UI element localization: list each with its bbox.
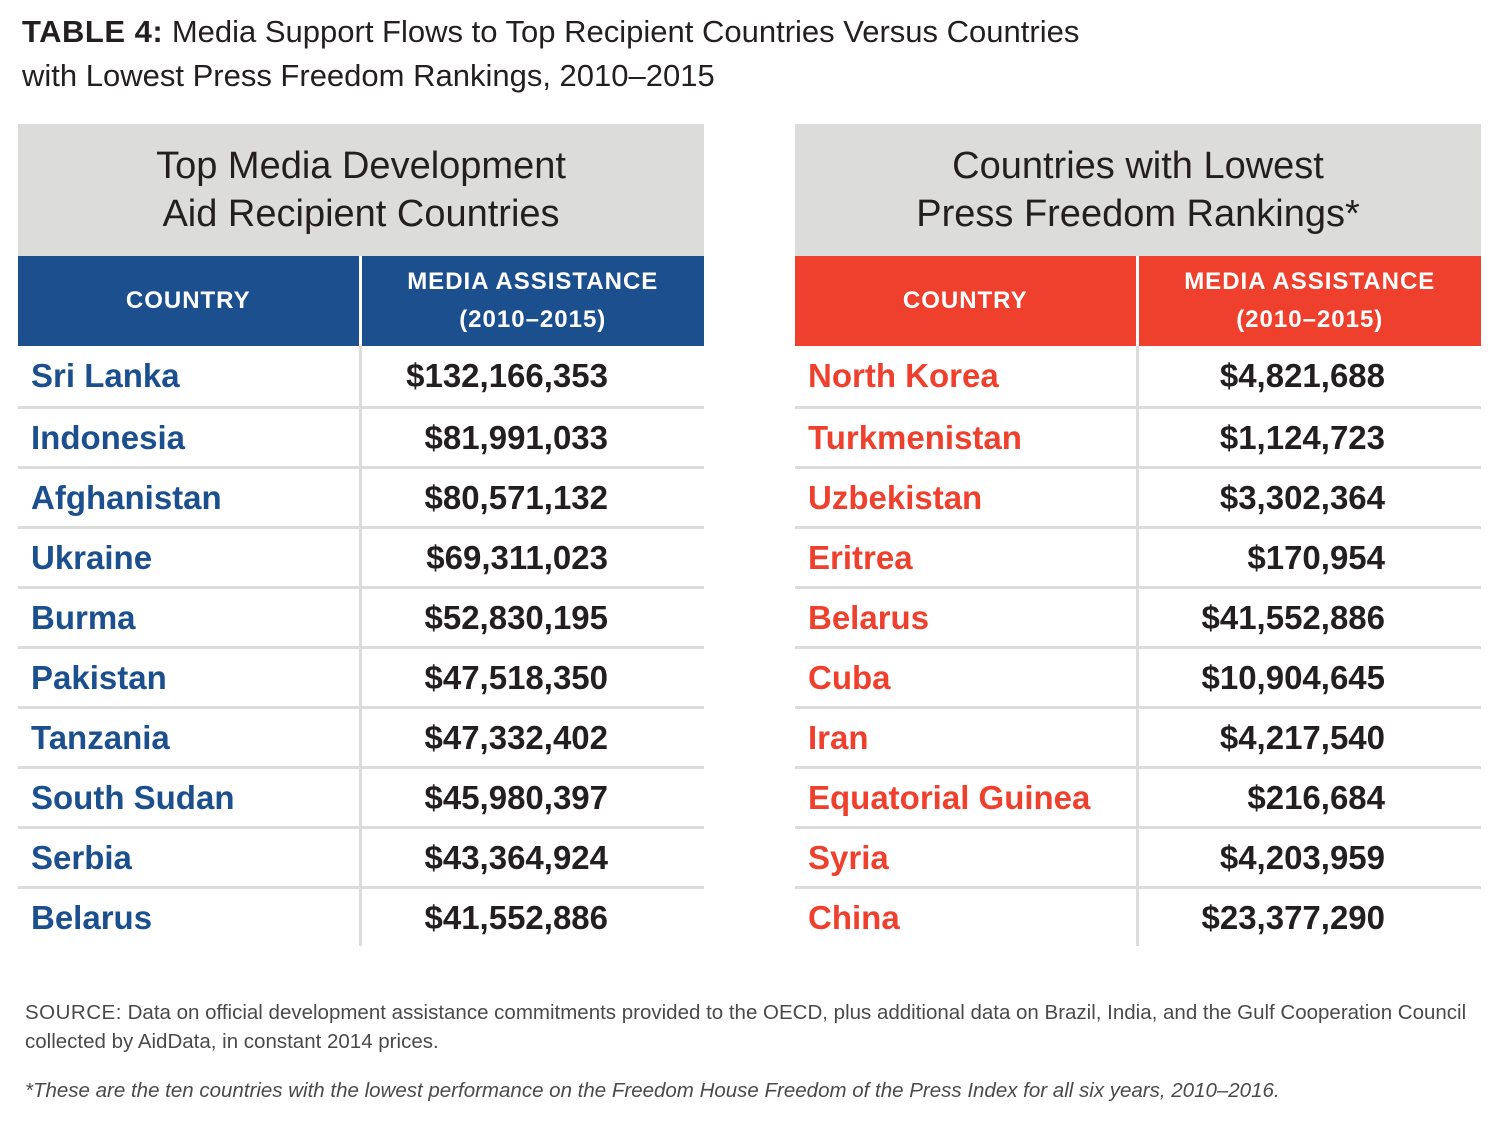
country-cell: Uzbekistan [795,466,1137,528]
source-label: SOURCE: [25,1001,122,1024]
table-row: Burma $52,830,195 [18,586,704,648]
amount-cell: $41,552,886 [1135,586,1482,648]
country-cell: North Korea [808,357,999,394]
table-row: Eritrea $170,954 [795,526,1482,588]
column-header-line-2: (2010–2015) [459,306,607,333]
page-title: TABLE 4: Media Support Flows to Top Reci… [22,10,1122,98]
country-cell: Pakistan [18,646,360,708]
amount-cell: $47,332,402 [358,706,704,768]
source-text: Data on official development assistance … [25,1001,1467,1053]
amount-cell: $1,124,723 [1135,406,1482,468]
table-row: Pakistan $47,518,350 [18,646,704,708]
table-row: Iran $4,217,540 [795,706,1482,768]
country-cell: Serbia [18,826,360,888]
lowest-press-freedom-table: Countries with Lowest Press Freedom Rank… [795,124,1482,946]
column-header-country: COUNTRY [795,256,1137,346]
lowest-press-freedom-rows: North Korea $4,821,688 Turkmenistan $1,124,… [795,346,1482,946]
country-cell: Equatorial Guinea [795,766,1137,828]
heading-line-2: Aid Recipient Countries [162,193,560,235]
country-cell: Cuba [795,646,1137,708]
table-row: Afghanistan $80,571,132 [18,466,704,528]
country-cell: Ukraine [18,526,360,588]
amount-cell: $41,552,886 [358,886,704,946]
table-row: Ukraine $69,311,023 [18,526,704,588]
amount-cell: $216,684 [1135,766,1482,828]
amount-cell: $10,904,645 [1135,646,1482,708]
column-header-line-1: MEDIA ASSISTANCE [1184,268,1436,295]
table-row: Indonesia $81,991,033 [18,406,704,468]
country-cell: Sri Lanka [31,357,180,394]
footnote: *These are the ten countries with the lo… [25,1079,1280,1102]
table-row: Serbia $43,364,924 [18,826,704,888]
country-cell: Iran [795,706,1137,768]
amount-cell: $170,954 [1135,526,1482,588]
amount-cell: $43,364,924 [358,826,704,888]
table-row: Belarus $41,552,886 [795,586,1482,648]
title-text: Media Support Flows to Top Recipient Cou… [22,14,1080,93]
column-header-line-1: MEDIA ASSISTANCE [407,268,659,295]
country-cell: China [795,886,1137,946]
country-cell: Eritrea [795,526,1137,588]
country-cell: Turkmenistan [795,406,1137,468]
heading-line-1: Top Media Development [156,145,566,187]
column-header-media-assistance: MEDIA ASSISTANCE (2010–2015) [1135,256,1482,346]
country-cell: South Sudan [18,766,360,828]
top-recipients-heading: Top Media Development Aid Recipient Coun… [18,124,704,256]
country-cell: Belarus [18,886,360,946]
table-row: Cuba $10,904,645 [795,646,1482,708]
table-row: Equatorial Guinea $216,684 [795,766,1482,828]
table-row: North Korea $4,821,688 [795,346,1482,408]
column-header-country: COUNTRY [18,256,360,346]
amount-cell: $4,203,959 [1135,826,1482,888]
country-cell: Burma [18,586,360,648]
amount-cell: $80,571,132 [358,466,704,528]
amount-cell: $69,311,023 [358,526,704,588]
amount-cell: $52,830,195 [358,586,704,648]
table-row: Turkmenistan $1,124,723 [795,406,1482,468]
table-row: Belarus $41,552,886 [18,886,704,946]
country-cell: Belarus [795,586,1137,648]
amount-cell: $47,518,350 [358,646,704,708]
amount-cell: $3,302,364 [1135,466,1482,528]
amount-cell: $4,821,688 [1135,346,1482,408]
title-label: TABLE 4: [22,14,164,49]
country-cell: Indonesia [18,406,360,468]
table-row: South Sudan $45,980,397 [18,766,704,828]
table-row: Sri Lanka $132,166,353 [18,346,704,408]
country-cell: Tanzania [18,706,360,768]
top-recipients-table: Top Media Development Aid Recipient Coun… [18,124,704,946]
amount-cell: $45,980,397 [358,766,704,828]
country-cell: Afghanistan [18,466,360,528]
heading-line-1: Countries with Lowest [952,145,1324,187]
source-note: SOURCE: Data on official development ass… [25,998,1475,1056]
amount-cell: $23,377,290 [1135,886,1482,946]
table-row: Tanzania $47,332,402 [18,706,704,768]
table-row: China $23,377,290 [795,886,1482,946]
amount-cell: $132,166,353 [358,346,704,408]
heading-line-2: Press Freedom Rankings* [916,193,1360,235]
country-cell: Syria [795,826,1137,888]
amount-cell: $81,991,033 [358,406,704,468]
amount-cell: $4,217,540 [1135,706,1482,768]
column-header-line-2: (2010–2015) [1236,306,1384,333]
top-recipients-rows: Sri Lanka $132,166,353 Indonesia $81,991,03… [18,346,704,946]
lowest-press-freedom-heading: Countries with Lowest Press Freedom Rank… [795,124,1482,256]
table-row: Uzbekistan $3,302,364 [795,466,1482,528]
table-row: Syria $4,203,959 [795,826,1482,888]
column-header-media-assistance: MEDIA ASSISTANCE (2010–2015) [358,256,704,346]
